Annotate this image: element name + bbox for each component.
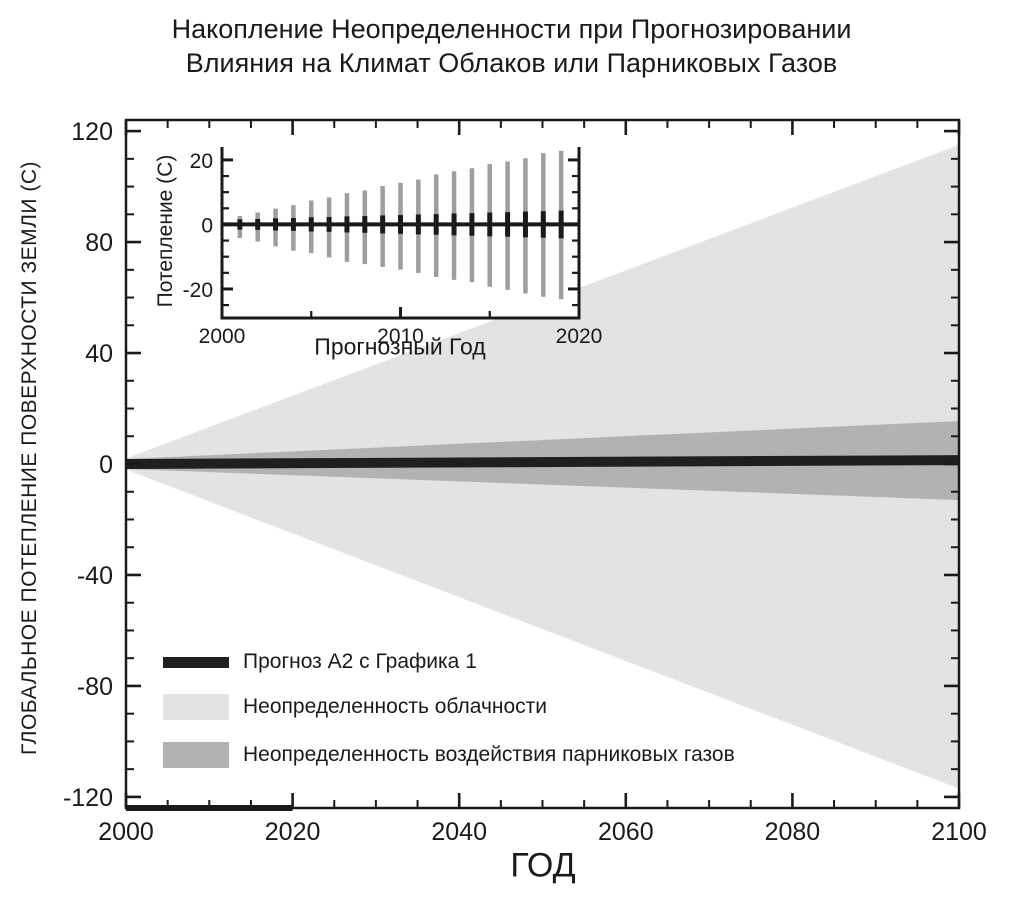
legend-item-ghg-uncertainty: Неопределенность воздействия парниковых … [163, 741, 735, 768]
svg-text:-20: -20 [183, 279, 213, 302]
main-y-axis-label: ГЛОБАЛЬНОЕ ПОТЕПЛЕНИЕ ПОВЕРХНОСТИ ЗЕМЛИ … [18, 160, 41, 756]
inset-x-axis-label: Прогнозный Год [314, 333, 486, 360]
legend-swatch-ghg-uncertainty [163, 741, 229, 768]
svg-text:2040: 2040 [431, 818, 487, 846]
inset-plot: -20 0 20 2000 2010 2020 [183, 147, 603, 348]
svg-text:0: 0 [201, 214, 213, 237]
legend-label-projection: Прогноз А2 с Графика 1 [243, 650, 477, 673]
legend-swatch-projection-line [163, 656, 229, 668]
svg-text:120: 120 [71, 118, 113, 146]
svg-text:2080: 2080 [765, 818, 821, 846]
legend-item-projection: Прогноз А2 с Графика 1 [163, 649, 477, 675]
figure-title: Накопление Неопределенности при Прогнози… [0, 12, 1023, 80]
main-plot: 2000 2020 2040 2060 2080 2100 -120 -80 -40 0 40 80 1… [63, 118, 987, 846]
svg-text:-40: -40 [77, 562, 113, 590]
figure-title-line-2: Влияния на Климат Облаков или Парниковых… [185, 48, 838, 78]
svg-text:2100: 2100 [931, 818, 987, 846]
legend-item-cloud-uncertainty: Неопределенность облачности [163, 693, 547, 720]
svg-text:2010: 2010 [377, 325, 424, 348]
legend-label-ghg-uncertainty: Неопределенность воздействия парниковых … [243, 742, 735, 766]
figure-title-line-1: Накопление Неопределенности при Прогнози… [171, 14, 852, 44]
svg-text:2060: 2060 [598, 818, 654, 846]
svg-text:0: 0 [99, 451, 113, 479]
main-x-axis-label: ГОД [510, 846, 576, 885]
svg-text:80: 80 [85, 229, 113, 257]
svg-text:40: 40 [85, 340, 113, 368]
svg-text:2020: 2020 [265, 818, 321, 846]
svg-text:-80: -80 [77, 673, 113, 701]
svg-text:2020: 2020 [556, 325, 603, 348]
svg-text:20: 20 [190, 150, 213, 173]
legend-swatch-cloud-uncertainty [163, 693, 229, 720]
inset-y-axis-label: Потепление (C) [154, 154, 177, 308]
svg-text:2000: 2000 [98, 818, 154, 846]
svg-text:-120: -120 [63, 784, 113, 812]
svg-text:2000: 2000 [199, 325, 246, 348]
legend-label-cloud-uncertainty: Неопределенность облачности [243, 694, 548, 718]
